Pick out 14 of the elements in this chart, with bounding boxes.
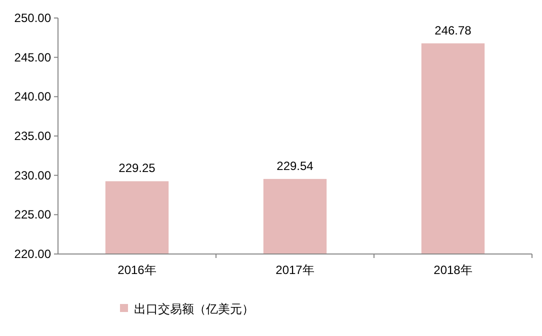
y-tick-label: 245.00 <box>14 50 52 64</box>
data-label: 246.78 <box>434 23 472 38</box>
y-tick-label: 235.00 <box>14 129 52 143</box>
x-tick-label: 2017年 <box>276 263 314 277</box>
y-tick-label: 250.00 <box>14 11 52 25</box>
data-label: 229.54 <box>276 158 314 173</box>
y-tick-label: 220.00 <box>14 247 52 261</box>
y-tick-label: 240.00 <box>14 90 52 104</box>
x-tick-label: 2018年 <box>434 263 472 277</box>
y-tick-label: 225.00 <box>14 208 52 222</box>
legend-label: 出口交易额（亿美元） <box>134 302 254 316</box>
y-tick-label: 230.00 <box>14 168 52 182</box>
data-label: 229.25 <box>118 161 156 176</box>
x-tick-label: 2016年 <box>118 263 156 277</box>
